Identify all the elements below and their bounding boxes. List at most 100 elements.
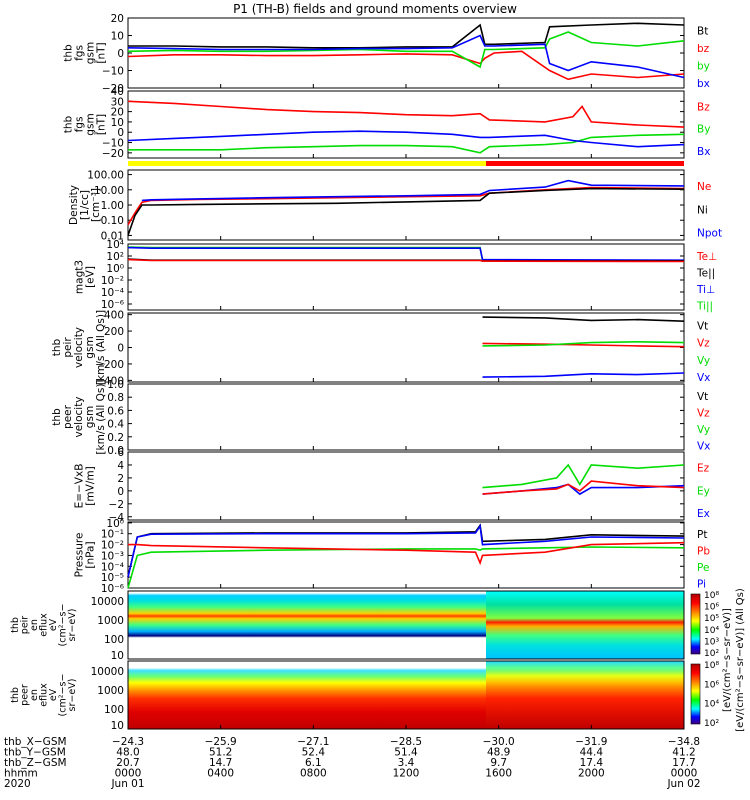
x-axis-value: 48.0: [116, 747, 139, 759]
y-axis-label: E=−VxB: [74, 464, 86, 509]
series-line-Te⊥: [127, 258, 685, 263]
panel-frame: [127, 17, 685, 89]
x-axis-value: 51.2: [209, 747, 232, 759]
panel-1: 20 10 0 −10 −20 thb fgs gsm [nT] Bt bz by bx: [63, 13, 710, 95]
y-tick-label: 1.0: [107, 379, 124, 391]
y-tick-label: 0.0: [107, 445, 124, 457]
panel-frame: [127, 451, 685, 521]
x-axis-value: −24.3: [112, 736, 144, 748]
panel-frame: [127, 383, 685, 451]
y-axis-label: [nT]: [96, 114, 108, 135]
y-tick-label: 6: [117, 447, 124, 459]
y-tick-label: 0: [117, 343, 124, 355]
orbit-bar-red: [486, 161, 684, 166]
panel-6: 1.00.80.6 0.40.20.0 thb peer velocity gsm [km/…: [51, 379, 710, 457]
y-axis-label: (cm²−s−: [58, 674, 69, 717]
spectrogram-axis-2: 10000 1000 100 10 thbpeerenefluxeV(cm²−s−sr−…: [10, 666, 132, 732]
legend-entry: Pb: [697, 545, 710, 557]
colorbar-tick-label: 10⁸: [704, 591, 719, 601]
y-tick-label: 10⁻²: [101, 275, 124, 287]
series-line-Bz: [127, 100, 685, 128]
x-axis-value: 0000: [115, 768, 142, 780]
series-line-Ti⊥: [127, 246, 685, 262]
colorbar-tick-label: 10⁴: [704, 700, 719, 710]
y-axis-label: (cm²−s−: [58, 604, 69, 647]
legend-entry: Ti||: [696, 300, 713, 312]
electron-spectrogram-right: [486, 661, 684, 729]
y-axis-label: eV: [48, 618, 59, 631]
x-axis-value: 20.7: [116, 757, 139, 769]
y-tick-label: 10⁻⁶: [101, 299, 124, 311]
y-axis-label: fgs: [74, 117, 86, 133]
legend-entry: Bz: [697, 101, 710, 113]
x-axis-value: 44.4: [580, 747, 604, 759]
y-axis-label: en: [29, 619, 40, 631]
y-axis-label: eV: [48, 688, 59, 701]
y-axis-label: eflux: [39, 613, 50, 637]
y-tick-label: 10000: [91, 596, 124, 608]
x-axis-value: 41.2: [672, 747, 695, 759]
y-tick-label: 10⁻⁵: [101, 572, 124, 584]
y-tick-label: 100: [104, 634, 124, 646]
legend-entry: bz: [697, 43, 710, 55]
x-axis-value: 9.7: [490, 757, 507, 769]
y-axis-label: gsm: [85, 42, 97, 64]
x-axis-value: 2000: [578, 768, 605, 780]
x-axis-row-label: thb_X−GSM: [4, 736, 67, 748]
y-axis-label: sr−eV): [67, 679, 78, 712]
legend-entry: Bx: [697, 146, 710, 158]
y-tick-label: −2: [109, 499, 124, 511]
y-tick-label: 0: [117, 127, 124, 139]
legend-entry: Vt: [697, 320, 708, 332]
y-axis-label: [nPa]: [85, 541, 97, 568]
y-tick-label: 0.2: [107, 432, 124, 444]
y-axis-label: thb: [63, 115, 75, 133]
y-tick-label: 10⁻⁴: [101, 287, 124, 299]
colorbar-tick-label: 10²: [704, 719, 719, 729]
series-line-Bt: [128, 22, 685, 49]
legend-entry: Ti⊥: [696, 284, 715, 296]
y-axis-label: gsm: [84, 406, 96, 428]
legend-entry: Vy: [697, 424, 710, 436]
series-line-Bx: [127, 130, 685, 148]
colorbar-tick-label: 10³: [704, 637, 719, 647]
legend-entry: Npot: [697, 228, 722, 240]
legend-entry: Vx: [697, 372, 710, 384]
ion-spectrogram-right: [486, 591, 684, 659]
legend-entry: Vx: [697, 440, 710, 452]
legend-entry: Vt: [697, 391, 708, 403]
y-tick-label: −4: [109, 512, 125, 524]
colorbar-tick-label: 10⁸: [704, 661, 719, 671]
y-tick-label: 0.6: [107, 405, 124, 417]
y-axis-label: gsm: [84, 336, 96, 358]
panel-frame: [127, 90, 685, 159]
x-axis-row-label: thb_Y−GSM: [4, 747, 66, 759]
x-axis-value: −30.0: [483, 736, 515, 748]
y-tick-label: −200: [95, 359, 124, 371]
y-tick-label: 0: [117, 48, 124, 60]
legend-entry: Ez: [697, 463, 710, 475]
series-line-Vz: [482, 342, 685, 348]
legend-entry: Vz: [697, 338, 710, 350]
y-tick-label: 100.00: [87, 170, 124, 182]
y-tick-label: 0.8: [107, 392, 124, 404]
legend-entry: bx: [697, 78, 710, 90]
x-axis-row-label: 2020: [4, 778, 31, 790]
series-line-Npot: [141, 179, 685, 202]
legend-entry: By: [697, 124, 710, 136]
y-tick-label: 10: [111, 117, 124, 129]
x-axis-row-label: thb_Z−GSM: [4, 757, 67, 769]
y-axis-label: thb: [10, 617, 21, 633]
ion-spectrogram-left: [128, 593, 486, 657]
y-tick-label: 10.00: [94, 185, 124, 197]
y-tick-label: −400: [95, 375, 124, 387]
series-line-Ni: [127, 187, 685, 236]
y-tick-label: 200: [104, 326, 124, 338]
spectrogram-axis-1: 10000 1000 100 10 thbpeirenefluxeV(cm²−s−sr−…: [10, 596, 132, 662]
y-tick-label: −20: [102, 148, 124, 160]
electron-spectrogram-panel: [127, 660, 685, 730]
y-tick-label: 10⁻¹: [101, 529, 124, 541]
